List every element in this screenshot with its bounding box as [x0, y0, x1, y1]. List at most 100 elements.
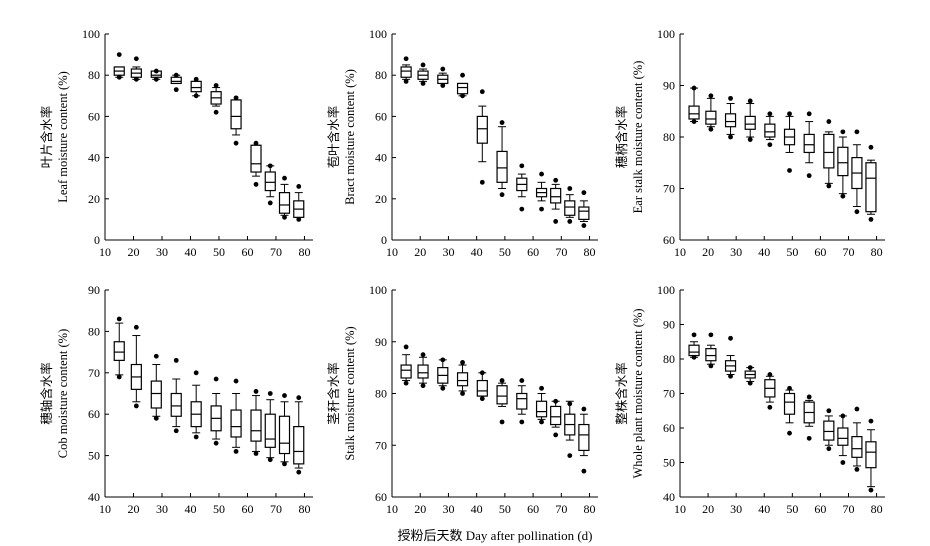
box: [230, 409, 242, 438]
box: [578, 206, 590, 220]
y-tick-label: 70: [375, 438, 387, 452]
box-plot-day-68: [550, 398, 562, 438]
x-tick-label: 30: [730, 502, 742, 516]
y-axis-label-cn: 叶片含水率: [39, 106, 54, 169]
box-plot-day-63: [250, 389, 262, 456]
outlier-low: [479, 179, 485, 185]
outlier-low: [567, 219, 573, 224]
outlier-high: [519, 378, 525, 383]
outlier-low: [767, 142, 773, 148]
box-plot-day-35: [170, 357, 182, 434]
outlier-high: [460, 360, 465, 365]
outlier-low: [806, 173, 812, 179]
box-plot-day-56: [516, 378, 528, 425]
box: [456, 372, 469, 387]
outlier-high: [854, 406, 860, 412]
outlier-low: [420, 81, 426, 86]
box-plot-day-49: [783, 385, 796, 436]
outlier-high: [213, 83, 219, 88]
box: [688, 344, 700, 357]
box-plot-day-63: [250, 140, 262, 187]
box: [150, 380, 162, 409]
x-tick-label: 40: [758, 502, 770, 516]
box-plot-day-78: [293, 184, 305, 222]
x-tick-label: 80: [871, 245, 883, 259]
box: [264, 413, 276, 448]
box-plot-day-42: [764, 111, 776, 148]
outlier-high: [728, 335, 733, 341]
box-plot-day-63: [535, 385, 548, 425]
box: [476, 379, 488, 397]
box-plot-day-78: [865, 144, 877, 222]
outlier-low: [708, 126, 714, 132]
box: [688, 105, 700, 120]
y-tick-label: 90: [663, 318, 675, 332]
y-tick-label: 100: [657, 27, 675, 41]
box-plot-day-15: [113, 316, 125, 380]
box-plot-day-68: [837, 129, 849, 199]
chart-panel-6: 40 50 60 70 80 90 100 10 20 30 40 50 60 70 80 整株含水率 Whol…: [614, 283, 885, 516]
outlier-high: [403, 344, 409, 350]
y-tick-label: 40: [375, 151, 387, 165]
x-tick-label: 40: [184, 502, 196, 516]
y-axis-label-en: Stalk moisture content (%): [343, 326, 357, 460]
box: [476, 115, 488, 144]
box-plot-day-21: [130, 56, 142, 82]
box-plot-day-21: [705, 332, 717, 369]
x-tick-label: 70: [270, 245, 282, 259]
outlier-high: [691, 85, 697, 91]
box: [250, 144, 262, 173]
outlier-low: [767, 404, 773, 410]
box-plot-day-68: [550, 177, 562, 224]
y-tick-label: 40: [88, 151, 100, 165]
box: [823, 420, 835, 441]
y-tick-label: 60: [88, 109, 100, 123]
x-tick-label: 40: [471, 502, 483, 516]
outlier-low: [282, 461, 287, 467]
outlier-low: [233, 140, 239, 146]
box: [264, 171, 276, 192]
box: [170, 392, 182, 417]
outlier-high: [420, 352, 426, 358]
box: [578, 423, 590, 452]
chart-panel-3: 60 70 80 90 100 10 20 30 40 50 60 70 80 穗柄含水率 Ear stal…: [614, 27, 885, 259]
outlier-high: [403, 56, 409, 62]
box-plot-day-78: [293, 395, 305, 475]
outlier-high: [553, 398, 559, 404]
outlier-high: [267, 163, 273, 169]
outlier-high: [806, 394, 812, 400]
y-tick-label: 60: [663, 421, 675, 435]
chart-panel-4: 40 50 60 70 80 90 10 20 30 40 50 60 70 80 穗轴含水率 Cob moi…: [39, 283, 313, 516]
box-plot-day-28: [150, 68, 162, 82]
box-plot-day-68: [264, 391, 276, 463]
outlier-low: [296, 217, 302, 222]
x-tick-label: 80: [298, 245, 310, 259]
y-tick-label: 50: [663, 456, 675, 470]
x-tick-label: 50: [213, 245, 225, 259]
outlier-high: [708, 93, 714, 99]
chart-panel-1: 0 20 40 60 80 100 10 20 30 40 50 60 70 80 叶片含水率 Leaf mo…: [39, 27, 313, 259]
y-axis-label-cn: 苞叶含水率: [326, 106, 341, 169]
y-tick-label: 60: [88, 407, 100, 421]
x-tick-label: 10: [386, 502, 398, 516]
outlier-low: [499, 419, 505, 425]
box-plot-day-35: [170, 72, 182, 93]
outlier-high: [499, 378, 505, 383]
outlier-low: [868, 217, 874, 222]
outlier-low: [213, 109, 219, 115]
outlier-high: [539, 385, 544, 391]
box: [865, 162, 877, 213]
box: [550, 405, 562, 426]
x-tick-label: 70: [555, 502, 567, 516]
outlier-high: [133, 324, 139, 330]
outlier-high: [193, 370, 199, 376]
outlier-high: [440, 66, 446, 72]
box: [278, 192, 291, 214]
outlier-high: [767, 372, 773, 377]
y-axis-label-cn: 穗柄含水率: [614, 106, 629, 169]
box-plot-day-28: [150, 353, 162, 421]
outlier-low: [581, 468, 587, 474]
y-axis-label-cn: 茎秆含水率: [326, 362, 341, 425]
y-tick-label: 100: [657, 283, 675, 297]
outlier-high: [479, 370, 485, 376]
